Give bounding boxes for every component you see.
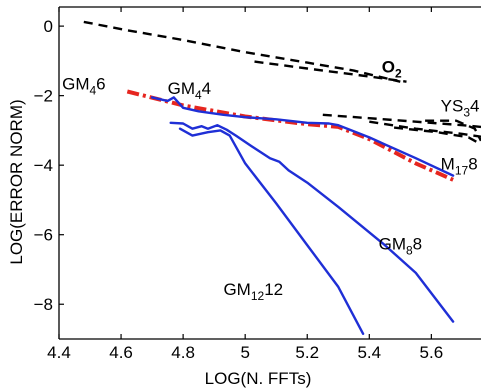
series-line-o2-0: [83, 20, 401, 83]
series-line-gm44-7: [150, 96, 455, 177]
y-tick-label: −2: [34, 87, 53, 106]
series-line-m178-5: [425, 119, 481, 142]
series-layer: [83, 20, 481, 335]
tick-labels: 4.4 4.6 4.8 5 5.2 5.4 5.6 0 −2 −4 −6 −8: [34, 17, 444, 362]
x-tick-label: 5.4: [357, 343, 381, 362]
series-label-gm46: GM46: [62, 75, 106, 98]
plot-area: [59, 7, 481, 339]
series-label-gm88: GM88: [379, 235, 423, 258]
series-line-ys34-3: [369, 120, 481, 138]
y-tick-label: −6: [34, 226, 53, 245]
x-tick-label: 4.4: [47, 343, 71, 362]
series-label-m178: M178: [441, 155, 478, 178]
axes: [58, 6, 481, 340]
x-tick-label: 5: [240, 343, 249, 362]
y-tick-label: −4: [34, 156, 53, 175]
y-tick-label: 0: [44, 17, 53, 36]
series-label-o2: O2: [382, 58, 402, 81]
series-line-gm1212-9: [178, 127, 365, 335]
x-tick-label: 4.6: [109, 343, 133, 362]
y-tick-label: −8: [34, 295, 53, 314]
series-line-ys34-2: [322, 113, 481, 129]
annotations: GM46 GM44 O2 YS34 M178 GM88 GM1212: [62, 58, 479, 303]
series-line-ys34-4: [393, 126, 481, 146]
x-tick-label: 5.6: [420, 343, 444, 362]
x-tick-label: 4.8: [171, 343, 195, 362]
x-tick-label: 5.2: [295, 343, 319, 362]
series-label-ys34: YS34: [441, 96, 480, 119]
series-line-gm88-8: [169, 121, 455, 323]
y-axis-title: LOG(ERROR NORM): [7, 99, 26, 264]
series-label-gm44: GM44: [168, 79, 212, 102]
x-axis-title: LOG(N. FFTs): [205, 369, 312, 388]
series-label-gm1212: GM1212: [223, 280, 283, 303]
